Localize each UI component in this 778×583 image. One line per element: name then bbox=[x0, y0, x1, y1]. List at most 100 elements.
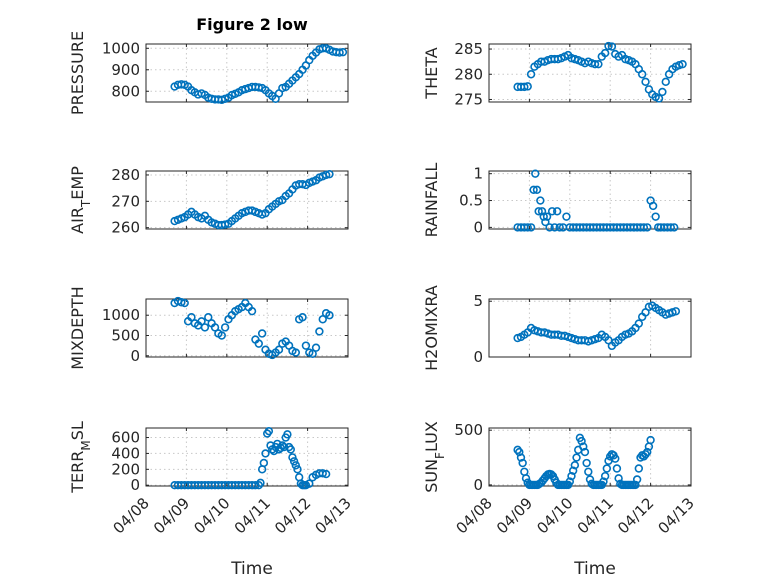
y-tick-label: 280 bbox=[111, 166, 140, 184]
data-point bbox=[254, 339, 263, 348]
y-tick-label: 500 bbox=[454, 421, 483, 439]
y-tick-label: 0 bbox=[130, 476, 140, 494]
data-point bbox=[654, 94, 664, 103]
data-point bbox=[318, 469, 327, 478]
data-point bbox=[632, 475, 642, 484]
axes-background bbox=[488, 170, 692, 230]
data-point bbox=[286, 445, 295, 454]
data-point bbox=[298, 313, 307, 322]
data-point bbox=[259, 458, 269, 468]
y-tick-label: 0 bbox=[473, 476, 483, 494]
data-point bbox=[562, 212, 571, 221]
data-point bbox=[614, 474, 623, 483]
y-axis-label-subscript: M bbox=[79, 440, 93, 450]
y-axis-label-main: TERR bbox=[68, 451, 87, 494]
data-point bbox=[515, 447, 524, 457]
data-point bbox=[321, 469, 331, 479]
y-axis-label-main: PRESSURE bbox=[68, 31, 87, 115]
data-point bbox=[301, 341, 311, 350]
data-point bbox=[532, 185, 542, 194]
axes-background bbox=[488, 427, 692, 487]
data-point bbox=[545, 223, 554, 232]
data-point bbox=[580, 447, 590, 457]
x-tick-label: 04/11 bbox=[574, 494, 617, 537]
data-point bbox=[646, 435, 655, 445]
y-axis-label: H2OMIXRA bbox=[422, 285, 441, 371]
axes-frame bbox=[488, 298, 692, 358]
y-tick-label: 0 bbox=[473, 348, 483, 366]
data-point bbox=[520, 82, 529, 92]
data-point bbox=[594, 59, 603, 69]
data-point bbox=[602, 464, 612, 473]
data-point bbox=[648, 201, 658, 211]
data-point bbox=[534, 207, 543, 216]
data-point bbox=[599, 477, 608, 486]
y-axis-label-rest: EMP bbox=[68, 166, 87, 200]
data-point bbox=[567, 471, 576, 481]
series-markers bbox=[170, 426, 331, 490]
data-point bbox=[634, 464, 644, 473]
y-tick-label: 800 bbox=[111, 82, 140, 100]
data-point bbox=[529, 185, 538, 194]
data-point bbox=[607, 42, 617, 51]
series-markers bbox=[513, 433, 655, 490]
y-axis-label-main: THETA bbox=[422, 47, 441, 99]
data-point bbox=[666, 223, 675, 232]
series-markers bbox=[170, 169, 334, 230]
y-tick-label: 0.5 bbox=[459, 192, 483, 210]
data-point bbox=[539, 212, 548, 221]
data-point bbox=[187, 313, 196, 322]
data-point bbox=[283, 430, 292, 439]
data-point bbox=[291, 348, 301, 357]
y-axis-label: TERRMSL bbox=[68, 421, 93, 494]
data-point bbox=[318, 315, 327, 324]
axes-frame bbox=[145, 170, 349, 230]
data-point bbox=[308, 349, 317, 358]
x-axis-label-left: Time bbox=[230, 559, 273, 579]
x-tick-label: 04/13 bbox=[312, 494, 355, 537]
axes-frame bbox=[145, 427, 349, 487]
y-axis-label-main: RAINFALL bbox=[422, 163, 441, 238]
data-point bbox=[200, 323, 210, 332]
data-point bbox=[325, 169, 334, 179]
data-point bbox=[177, 298, 186, 307]
axes-frame bbox=[488, 43, 692, 103]
data-point bbox=[612, 464, 622, 473]
data-point bbox=[637, 70, 647, 79]
data-point bbox=[536, 196, 545, 205]
axes-frame bbox=[145, 298, 349, 358]
data-point bbox=[542, 212, 552, 221]
data-point bbox=[590, 59, 600, 69]
data-point bbox=[518, 458, 527, 468]
y-axis-label-subscript: T bbox=[79, 199, 93, 208]
data-point bbox=[325, 311, 334, 320]
data-point bbox=[291, 461, 301, 470]
data-point bbox=[521, 474, 531, 483]
subplot-theta: 275 280 285 THETA bbox=[422, 40, 692, 108]
data-point bbox=[264, 426, 274, 436]
data-point bbox=[289, 457, 299, 466]
data-point bbox=[257, 329, 267, 338]
data-point bbox=[661, 77, 670, 87]
series-markers bbox=[170, 296, 334, 360]
y-tick-label: 200 bbox=[111, 460, 140, 478]
y-axis-label: AIRTEMP bbox=[68, 166, 93, 234]
x-axis-label-right: Time bbox=[573, 559, 616, 579]
y-tick-label: 400 bbox=[111, 444, 140, 462]
x-tick-label: 04/09 bbox=[493, 494, 536, 537]
y-tick-label: 275 bbox=[454, 90, 483, 108]
data-point bbox=[600, 48, 610, 58]
data-point bbox=[600, 471, 610, 481]
y-tick-label: 5 bbox=[473, 292, 483, 310]
subplot-air_temp: 260 270 280 AIRTEMP bbox=[68, 166, 349, 237]
data-point bbox=[634, 319, 644, 328]
y-tick-label: 0 bbox=[473, 218, 483, 236]
data-point bbox=[639, 223, 649, 232]
axes-background bbox=[145, 170, 349, 230]
x-tick-label: 04/08 bbox=[453, 494, 496, 537]
data-point bbox=[604, 41, 613, 51]
